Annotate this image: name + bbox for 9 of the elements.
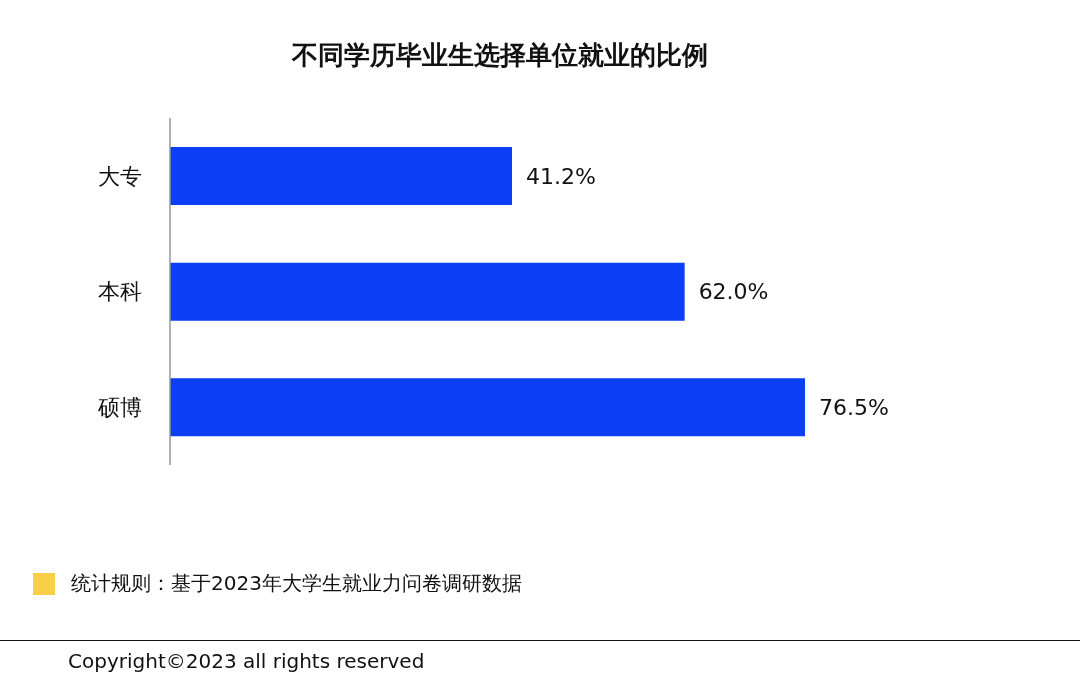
chart-title: 不同学历毕业生选择单位就业的比例 (290, 39, 709, 72)
text: Copyright©2023 all rights reserved (68, 649, 426, 673)
y-tick-label: 硕博 (97, 394, 142, 420)
data-label: 76.5% (819, 395, 889, 421)
data-label: 62.0% (698, 279, 769, 305)
text: 统计规则：基于2023年大学生就业力问卷调研数据 (71, 570, 522, 597)
y-tick-label: 大专 (98, 163, 142, 189)
y-tick-label: 本科 (98, 279, 142, 305)
data-label: 41.2% (525, 163, 596, 189)
